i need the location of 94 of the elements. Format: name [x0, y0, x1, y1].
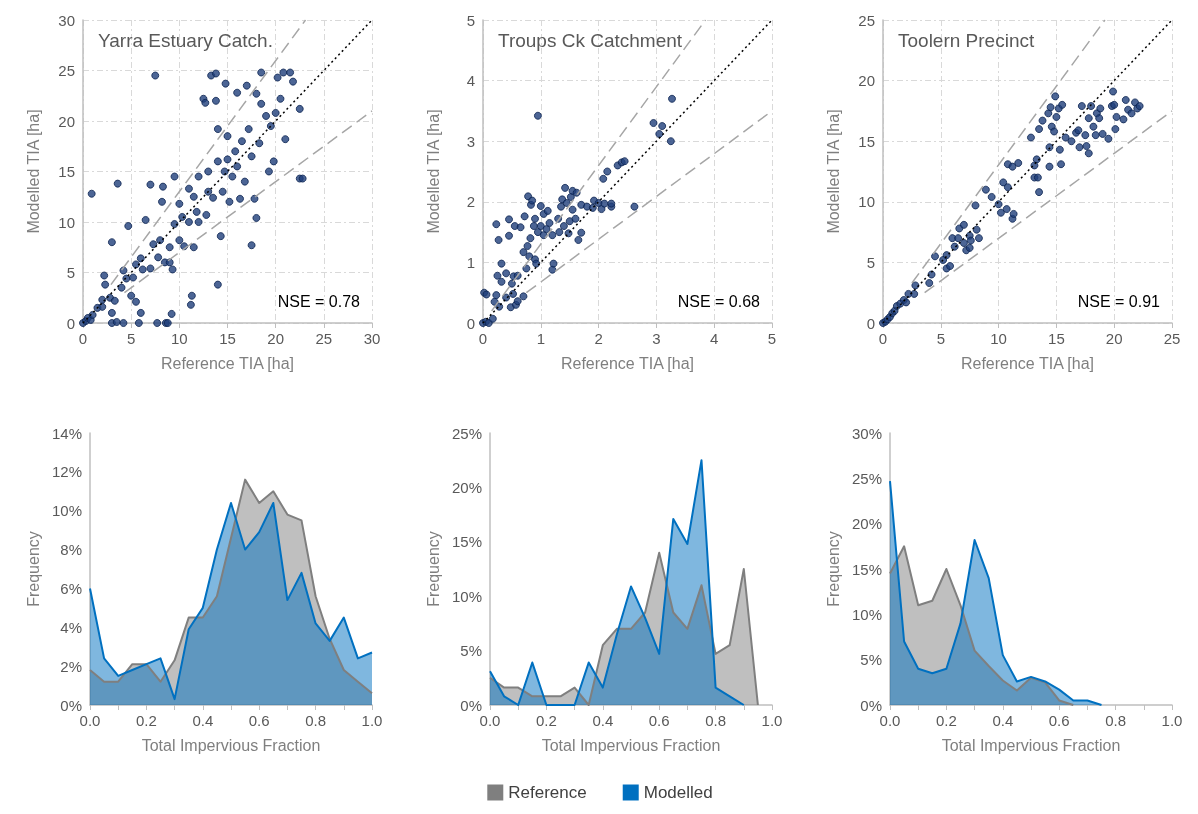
- y-tick-label: 25: [858, 11, 875, 29]
- x-axis-title: Reference TIA [ha]: [960, 354, 1095, 372]
- x-tick-label: 0.0: [79, 712, 101, 729]
- x-tick-label: 0.4: [592, 712, 614, 729]
- y-tick-label: 0%: [60, 696, 82, 714]
- y-tick-label: 15%: [451, 533, 482, 551]
- x-tick-label: 0.2: [135, 712, 157, 729]
- y-tick-label: 20%: [451, 478, 482, 496]
- y-tick-label: 10%: [851, 605, 882, 623]
- x-tick-label: 20: [267, 330, 285, 347]
- x-tick-label: 30: [363, 330, 381, 347]
- y-tick-label: 25%: [851, 469, 882, 487]
- x-tick-label: 20: [1105, 330, 1123, 347]
- y-axis-title: Frequency: [24, 531, 42, 607]
- x-tick-label: 15: [1048, 330, 1065, 347]
- y-tick-label: 30: [58, 11, 75, 29]
- x-tick-label: 0.4: [992, 712, 1014, 729]
- y-axis-title: Frequency: [424, 531, 442, 607]
- legend-label: Modelled: [643, 783, 713, 802]
- x-tick-label: 1: [536, 330, 545, 347]
- x-tick-label: 0.6: [248, 712, 270, 729]
- x-tick-label: 0.6: [1048, 712, 1070, 729]
- y-tick-label: 10%: [451, 587, 482, 605]
- x-tick-label: 3: [652, 330, 661, 347]
- y-tick-label: 6%: [60, 579, 82, 597]
- y-tick-label: 4%: [60, 618, 82, 636]
- x-tick-label: 5: [126, 330, 136, 347]
- y-tick-label: 10: [858, 193, 875, 211]
- x-tick-label: 0.8: [705, 712, 727, 729]
- y-tick-label: 5%: [460, 642, 482, 660]
- y-axis-title: Modelled TIA [ha]: [24, 109, 42, 234]
- x-tick-label: 10: [990, 330, 1007, 347]
- x-axis-title: Reference TIA [ha]: [560, 354, 695, 372]
- x-tick-label: 0.8: [1105, 712, 1127, 729]
- y-tick-label: 0%: [460, 696, 482, 714]
- x-tick-label: 0.4: [192, 712, 214, 729]
- y-tick-label: 4: [466, 72, 475, 90]
- x-tick-label: 15: [219, 330, 236, 347]
- x-tick-label: 0.2: [935, 712, 957, 729]
- y-tick-label: 20: [58, 112, 75, 130]
- y-tick-label: 12%: [51, 463, 82, 481]
- y-axis-title: Modelled TIA [ha]: [824, 109, 842, 234]
- y-tick-label: 25: [58, 62, 75, 79]
- x-tick-label: 5: [767, 330, 777, 347]
- y-tick-label: 30%: [851, 424, 882, 442]
- y-tick-label: 0: [866, 314, 875, 332]
- legend-label: Reference: [508, 783, 587, 802]
- x-axis-title: Reference TIA [ha]: [160, 354, 295, 372]
- x-tick-label: 0.0: [879, 712, 901, 729]
- y-tick-label: 25%: [451, 424, 482, 442]
- y-tick-label: 1: [466, 253, 475, 271]
- annotation: NSE = 0.91: [1077, 292, 1161, 310]
- text: Yarra Estuary Catch.: [98, 30, 273, 51]
- y-tick-label: 5%: [860, 651, 882, 669]
- annotation: NSE = 0.68: [677, 292, 761, 310]
- y-axis-title: Modelled TIA [ha]: [424, 109, 442, 234]
- y-tick-label: 3: [466, 132, 475, 150]
- y-tick-label: 2%: [60, 657, 82, 675]
- x-tick-label: 1.0: [361, 712, 383, 729]
- text: Toolern Precinct: [898, 30, 1035, 51]
- y-tick-label: 5: [466, 11, 475, 29]
- y-tick-label: 5: [66, 264, 75, 281]
- x-tick-label: 0.8: [305, 712, 327, 729]
- y-tick-label: 15%: [851, 560, 882, 578]
- x-tick-label: 2: [594, 330, 603, 347]
- y-tick-label: 14%: [51, 424, 82, 442]
- x-tick-label: 25: [1163, 330, 1181, 347]
- x-axis-title: Total Impervious Fraction: [941, 736, 1121, 754]
- y-tick-label: 20: [858, 72, 875, 90]
- x-tick-label: 0.0: [479, 712, 501, 729]
- y-tick-label: 0%: [860, 696, 882, 714]
- x-axis-title: Total Impervious Fraction: [141, 736, 321, 754]
- y-tick-label: 15: [858, 132, 875, 150]
- x-tick-label: 5: [936, 330, 945, 347]
- y-tick-label: 15: [58, 163, 75, 180]
- y-tick-label: 5: [866, 253, 875, 271]
- x-tick-label: 10: [170, 330, 188, 347]
- y-tick-label: 8%: [60, 541, 82, 559]
- x-tick-label: 0.2: [535, 712, 557, 729]
- y-tick-label: 0: [66, 314, 75, 332]
- x-tick-label: 4: [710, 330, 719, 347]
- y-tick-label: 10: [58, 213, 75, 231]
- x-axis-title: Total Impervious Fraction: [541, 736, 721, 754]
- y-tick-label: 0: [466, 314, 475, 332]
- y-tick-label: 10%: [51, 502, 82, 520]
- x-tick-label: 25: [315, 330, 333, 347]
- y-axis-title: Frequency: [824, 531, 842, 607]
- x-tick-label: 1.0: [1161, 712, 1183, 729]
- x-tick-label: 0.6: [648, 712, 670, 729]
- x-tick-label: 1.0: [761, 712, 783, 729]
- annotation: NSE = 0.78: [277, 292, 361, 310]
- y-tick-label: 20%: [851, 515, 882, 533]
- text: Troups Ck Catchment: [498, 30, 683, 51]
- y-tick-label: 2: [466, 193, 475, 211]
